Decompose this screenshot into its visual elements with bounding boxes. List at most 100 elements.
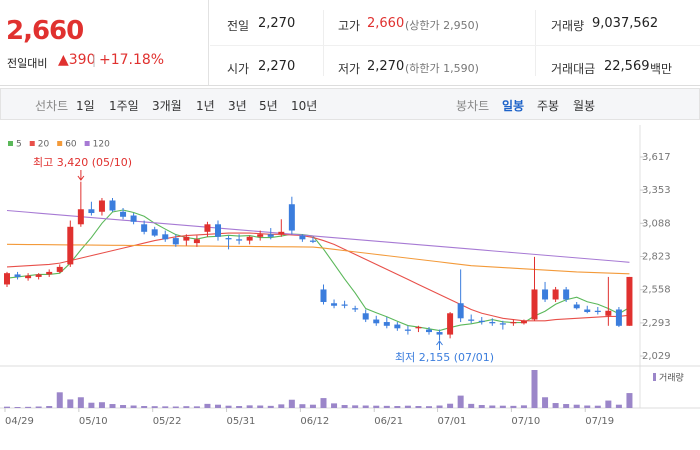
period-button[interactable]: 일봉 — [502, 99, 525, 113]
candle-body — [46, 271, 53, 275]
period-button[interactable]: 10년 — [291, 99, 318, 113]
volume-bar — [299, 404, 306, 408]
annotation-arrow — [77, 170, 85, 181]
stat-note: (하한가 1,590) — [405, 62, 479, 75]
header — [0, 0, 700, 86]
candle-body — [193, 239, 200, 244]
candle-body — [35, 274, 42, 277]
volume-bar — [67, 399, 74, 408]
separator: | — [92, 53, 97, 67]
change-label: 전일대비 — [7, 57, 48, 70]
legend-label: 60 — [65, 140, 77, 150]
volume-bar — [193, 406, 200, 408]
candle-body — [510, 322, 517, 324]
period-button[interactable]: 1주일 — [109, 99, 139, 113]
candle-body — [552, 289, 559, 300]
candle-body — [151, 229, 158, 236]
volume-bar — [499, 405, 506, 408]
candle-body — [605, 310, 612, 316]
volume-bar — [478, 405, 485, 408]
candle-body — [468, 319, 475, 321]
candle-body — [67, 226, 74, 265]
volume-bar — [489, 405, 496, 408]
y-tick-label: 3,617 — [642, 152, 671, 163]
candle-body — [594, 310, 601, 313]
y-tick-label: 2,029 — [642, 351, 671, 362]
stat-label: 저가 — [338, 62, 361, 76]
volume-bar — [573, 404, 580, 408]
candle-body — [584, 309, 591, 313]
volume-bar — [320, 398, 327, 408]
volume-bar — [25, 406, 32, 408]
candle-body — [309, 240, 316, 242]
volume-bar — [563, 404, 570, 408]
volume-bar — [246, 405, 253, 408]
candle-body — [56, 266, 63, 272]
volume-bar — [56, 392, 63, 408]
legend-swatch — [8, 141, 13, 146]
candle-body — [531, 289, 538, 320]
volume-bar — [436, 405, 443, 408]
x-tick-label: 07/01 — [438, 416, 467, 427]
y-tick-label: 2,558 — [642, 285, 671, 296]
candle-body — [478, 320, 485, 323]
candle-body — [98, 200, 105, 212]
x-tick-label: 06/21 — [374, 416, 403, 427]
x-tick-label: 07/10 — [511, 416, 540, 427]
y-tick-label: 3,353 — [642, 185, 671, 196]
volume-bar — [77, 397, 84, 408]
candle-body — [542, 289, 549, 300]
candle-body — [288, 204, 295, 231]
volume-bar — [626, 393, 633, 408]
candle-body — [162, 234, 169, 240]
y-tick-label: 2,823 — [642, 252, 671, 263]
volume-bar — [352, 405, 359, 408]
period-button[interactable]: 주봉 — [537, 99, 560, 113]
candle-body — [299, 235, 306, 240]
volume-bar — [615, 404, 622, 408]
candle-body — [383, 322, 390, 326]
divider — [323, 10, 324, 76]
stat-value: 2,270 — [258, 16, 296, 31]
candle-body — [362, 313, 369, 320]
legend-label: 5 — [16, 140, 22, 150]
period-button[interactable]: 1년 — [196, 99, 215, 113]
stat-label: 시가 — [227, 62, 250, 76]
candle-body — [225, 238, 232, 240]
change-rate: +17.18% — [99, 52, 165, 68]
volume-bar — [215, 404, 221, 408]
divider — [210, 45, 700, 46]
volume-bar — [257, 405, 264, 408]
x-tick-label: 05/22 — [153, 416, 182, 427]
candle-body — [436, 332, 443, 335]
period-button[interactable]: 1일 — [76, 99, 95, 113]
candle-body — [14, 274, 21, 277]
volume-bar — [605, 400, 612, 408]
volume-bar — [204, 403, 211, 408]
stat-value: 9,037,562 — [592, 16, 659, 31]
candle-body — [141, 224, 148, 232]
period-button[interactable]: 5년 — [259, 99, 278, 113]
legend-swatch — [84, 141, 90, 146]
period-button[interactable]: 월봉 — [573, 99, 596, 113]
candle-body — [236, 239, 243, 241]
candle-body — [563, 289, 570, 300]
divider — [208, 0, 209, 85]
stat-value: 22,569 — [604, 59, 650, 74]
volume-bar — [584, 405, 591, 408]
candle-body — [77, 209, 84, 225]
volume-bar — [236, 406, 243, 408]
period-button[interactable]: 3개월 — [152, 99, 182, 113]
stat-label: 거래대금 — [551, 62, 596, 76]
period-button[interactable]: 3년 — [228, 99, 247, 113]
stat-label: 고가 — [338, 19, 361, 33]
candle-body — [447, 313, 454, 335]
stat-value: 2,660 — [367, 16, 405, 31]
candle-body — [88, 209, 95, 214]
volume-bar — [172, 406, 179, 408]
legend-label: 120 — [93, 140, 110, 150]
volume-bar — [373, 405, 380, 408]
volume-bar — [447, 403, 454, 408]
candle-body — [257, 234, 264, 237]
